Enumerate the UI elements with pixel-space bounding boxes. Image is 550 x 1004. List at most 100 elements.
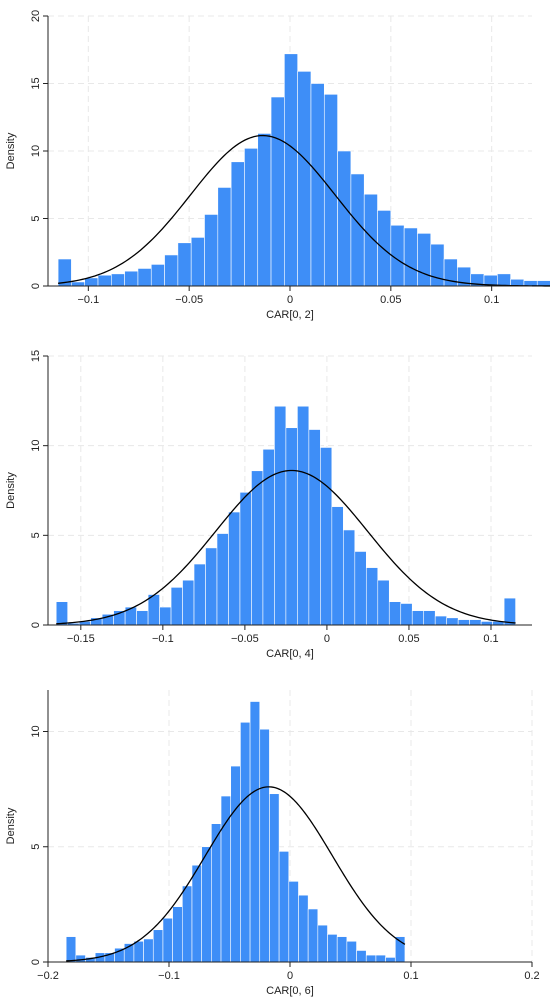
histogram-bar — [244, 148, 259, 287]
y-tick-label: 0 — [30, 622, 42, 628]
histogram-bar — [503, 597, 516, 626]
bars — [55, 405, 516, 626]
histogram-bar — [327, 934, 338, 963]
histogram-bar — [269, 793, 280, 963]
y-tick-label: 0 — [30, 959, 42, 965]
tick-labels: −0.2 −0.1 0 0.1 0.2 0 5 10 — [30, 725, 540, 982]
histogram-bar — [480, 621, 493, 626]
x-tick-label: 0.05 — [380, 294, 401, 306]
histogram-bar — [411, 610, 425, 626]
x-tick-label: 0 — [287, 294, 293, 306]
axes — [43, 15, 532, 291]
x-tick-label: −0.05 — [231, 633, 259, 645]
histogram-bar — [239, 491, 252, 626]
histogram-bar — [143, 938, 154, 963]
histogram-bar — [228, 511, 241, 626]
x-tick-label: 0.2 — [524, 970, 539, 982]
y-tick-label: 5 — [30, 532, 42, 538]
histogram-bar — [259, 728, 270, 963]
y-tick-label: 10 — [30, 145, 42, 157]
histogram-bar — [190, 237, 205, 287]
x-tick-label: 0.1 — [403, 970, 418, 982]
axes — [43, 355, 532, 630]
y-axis-label: Density — [5, 132, 17, 169]
histogram-bar — [285, 427, 298, 626]
histogram-bar — [216, 533, 229, 626]
histogram-bar — [177, 242, 192, 287]
histogram-bar — [147, 594, 160, 626]
histogram-bar — [270, 96, 285, 287]
histogram-bar — [394, 936, 406, 963]
histogram-bar — [365, 954, 377, 963]
histogram-bar — [152, 929, 164, 963]
histogram-bar — [172, 906, 183, 963]
normal-density-curve — [58, 134, 550, 287]
histogram-bar — [75, 954, 86, 963]
histogram-bar — [136, 610, 149, 626]
histogram-bar — [331, 506, 344, 626]
y-tick-label: 20 — [30, 10, 42, 22]
histogram-bar — [205, 547, 218, 626]
histogram-bar — [65, 936, 77, 963]
histogram-bar — [446, 617, 459, 626]
x-tick-label: 0.05 — [398, 633, 419, 645]
histogram-bar — [162, 917, 173, 963]
x-axis-label: CAR[0, 2] — [266, 309, 314, 321]
histogram-bar — [159, 606, 172, 626]
histogram-bar — [193, 563, 206, 626]
x-tick-label: −0.1 — [152, 633, 174, 645]
histogram-bar — [55, 601, 68, 626]
normal-density-curve — [66, 786, 406, 962]
histogram-bar — [343, 529, 356, 626]
histogram-bar — [251, 470, 264, 626]
histogram-bar — [457, 619, 470, 626]
normal-curve — [58, 134, 550, 287]
x-tick-label: −0.1 — [158, 970, 180, 982]
histogram-panel-car-0-2: −0.1 −0.05 0 0.05 0.1 0 5 10 15 20 CAR[0, 2] Dens… — [5, 10, 550, 321]
histogram-bar — [249, 701, 261, 963]
histogram-bar — [307, 908, 319, 963]
histogram-bar — [298, 894, 309, 963]
bars — [65, 701, 406, 963]
histogram-bar — [97, 274, 112, 287]
histogram-bar — [356, 950, 367, 963]
histogram-panel-car-0-6: −0.2 −0.1 0 0.1 0.2 0 5 10 CAR[0, 6] Density — [5, 690, 540, 997]
histogram-bar — [365, 567, 379, 626]
histogram-panel-car-0-4: −0.15 −0.1 −0.05 0 0.05 0.1 0 5 10 15 CAR[0, 4] D… — [5, 350, 532, 660]
histogram-bar — [320, 447, 333, 626]
histogram-bar — [230, 765, 241, 963]
histogram-bar — [377, 579, 390, 626]
histogram-bar — [337, 150, 352, 287]
histogram-bar — [182, 579, 195, 626]
histogram-bar — [336, 936, 348, 963]
histogram-bar — [469, 619, 482, 626]
histogram-bar — [164, 254, 179, 287]
histogram-bar — [230, 161, 245, 287]
histogram-bar — [317, 924, 328, 963]
x-tick-label: 0.1 — [484, 294, 499, 306]
y-tick-label: 15 — [30, 77, 42, 89]
y-tick-label: 0 — [30, 283, 42, 289]
histogram-bar — [217, 187, 232, 287]
histogram-bar — [297, 405, 310, 626]
histogram-bar — [310, 83, 325, 287]
x-tick-label: −0.1 — [77, 294, 99, 306]
histogram-bar — [133, 940, 144, 963]
histogram-bar — [278, 851, 290, 963]
x-axis-label: CAR[0, 6] — [266, 985, 314, 997]
histogram-bar — [137, 268, 152, 287]
histogram-bar — [124, 270, 139, 287]
histogram-bar — [385, 957, 396, 963]
histogram-bar — [114, 947, 125, 963]
histogram-bar — [150, 264, 165, 287]
y-tick-label: 5 — [30, 215, 42, 221]
axes — [43, 690, 533, 967]
histogram-bar — [170, 587, 183, 626]
histogram-bar — [240, 721, 251, 963]
x-tick-label: −0.05 — [175, 294, 203, 306]
y-axis-label: Density — [5, 472, 17, 509]
histogram-bar — [204, 214, 219, 287]
histogram-bar — [403, 227, 418, 287]
histogram-bar — [191, 864, 202, 963]
